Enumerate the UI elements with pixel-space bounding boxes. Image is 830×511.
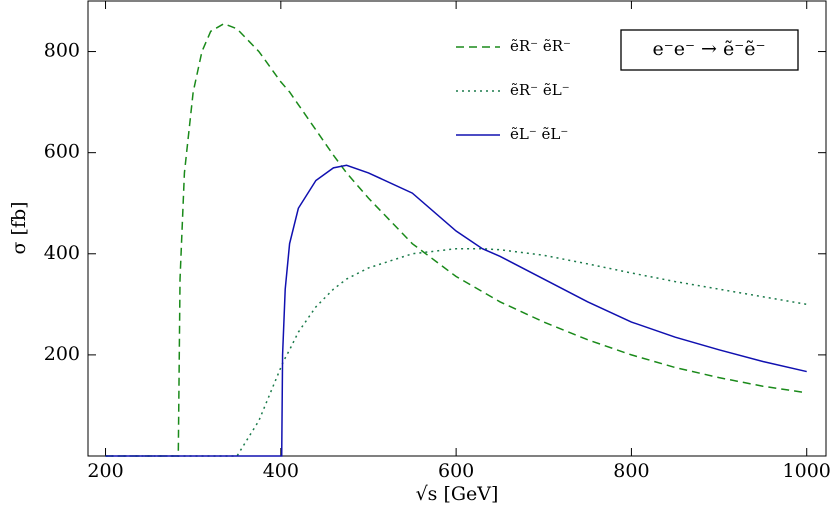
y-tick-label: 800 xyxy=(44,40,80,62)
legend-label: ẽR⁻ ẽR⁻ xyxy=(510,37,571,55)
series-line xyxy=(105,247,807,457)
x-tick-label: 200 xyxy=(87,460,123,482)
y-tick-label: 200 xyxy=(44,343,80,365)
x-tick-label: 400 xyxy=(263,460,299,482)
x-tick-label: 600 xyxy=(438,460,474,482)
legend-label: ẽR⁻ ẽL⁻ xyxy=(510,81,570,99)
y-tick-label: 400 xyxy=(44,242,80,264)
plot-frame xyxy=(87,0,827,457)
y-axis-label: σ [fb] xyxy=(8,201,30,254)
annotation-box xyxy=(620,29,799,71)
legend-label: ẽL⁻ ẽL⁻ xyxy=(510,125,568,143)
y-tick-label: 600 xyxy=(44,141,80,163)
x-tick-label: 1000 xyxy=(783,460,830,482)
x-axis-label: √s [GeV] xyxy=(416,483,499,505)
annotation: e⁻e⁻ → ẽ⁻ẽ⁻ xyxy=(652,38,765,60)
series-line xyxy=(105,164,807,457)
series-line xyxy=(105,22,807,457)
x-tick-label: 800 xyxy=(613,460,649,482)
